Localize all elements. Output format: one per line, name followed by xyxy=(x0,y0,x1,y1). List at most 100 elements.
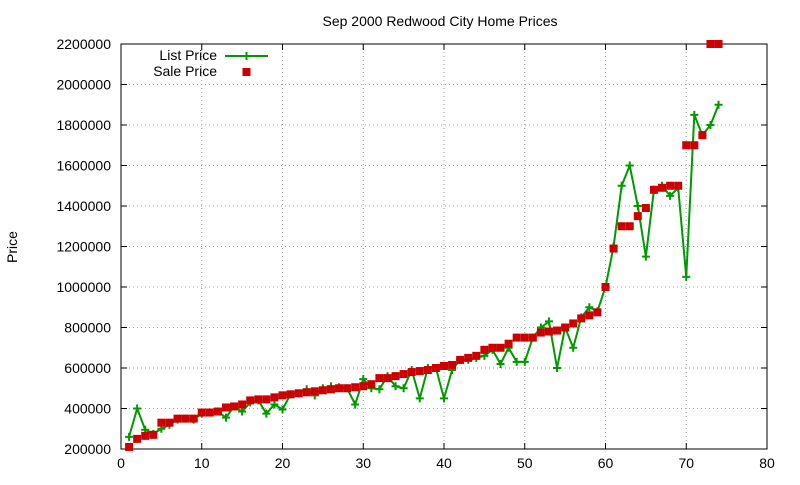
sale-price-point xyxy=(270,393,279,402)
sale-price-point xyxy=(359,382,368,391)
y-tick-label: 1400000 xyxy=(56,198,111,214)
sale-price-point xyxy=(278,391,287,400)
sale-price-point xyxy=(262,395,271,404)
x-tick-label: 30 xyxy=(355,455,371,471)
list-price-line xyxy=(128,104,720,438)
y-tick-label: 400000 xyxy=(64,401,111,417)
list-price-point xyxy=(617,181,626,190)
list-price-point xyxy=(690,110,699,119)
sale-price-point xyxy=(351,383,360,392)
sale-price-point xyxy=(383,374,392,383)
list-price-point xyxy=(440,394,448,403)
legend-label-sale-price: Sale Price xyxy=(153,63,217,79)
sale-price-point xyxy=(625,222,634,231)
sale-price-point xyxy=(649,185,658,194)
list-price-point xyxy=(415,394,424,403)
x-tick-label: 10 xyxy=(194,455,210,471)
sale-price-point xyxy=(213,407,222,416)
sale-price-point xyxy=(480,345,489,354)
sale-price-point xyxy=(609,244,618,253)
sale-price-point xyxy=(141,431,150,440)
sale-price-point xyxy=(561,323,570,332)
y-tick-label: 600000 xyxy=(64,360,111,376)
sale-price-point xyxy=(205,408,214,417)
list-price-point xyxy=(278,405,287,414)
list-price-point xyxy=(399,384,408,393)
sale-price-point xyxy=(391,372,400,381)
sale-price-point xyxy=(585,311,594,320)
sale-price-point xyxy=(181,414,190,423)
list-price-point xyxy=(359,375,368,384)
series-layer xyxy=(125,40,723,451)
sale-price-point xyxy=(318,386,327,395)
list-price-point xyxy=(641,252,650,261)
x-tick-label: 70 xyxy=(678,455,694,471)
list-price-point xyxy=(633,202,642,210)
list-price-point xyxy=(133,404,142,413)
sale-price-point xyxy=(674,181,683,190)
list-price-point xyxy=(553,364,562,372)
y-tick-label: 1800000 xyxy=(56,117,111,133)
sale-price-point xyxy=(399,370,408,379)
legend: List Price Sale Price xyxy=(153,47,268,79)
x-tick-label: 60 xyxy=(598,455,614,471)
list-price-point xyxy=(375,385,384,394)
sale-price-point xyxy=(294,389,303,398)
list-price-point xyxy=(666,191,675,200)
sale-price-point xyxy=(520,333,529,342)
list-price-point xyxy=(351,400,360,409)
sale-price-point xyxy=(221,403,230,412)
sale-price-point xyxy=(488,343,497,352)
sale-price-point xyxy=(698,131,707,140)
sale-price-point xyxy=(641,204,650,213)
sale-price-point xyxy=(335,384,344,393)
sale-price-point xyxy=(189,414,198,423)
sale-price-point xyxy=(528,333,537,342)
list-price-point xyxy=(625,161,634,170)
sale-price-point xyxy=(706,40,715,48)
list-price-point xyxy=(706,121,715,129)
sale-price-point xyxy=(310,387,319,396)
sale-price-point xyxy=(714,40,723,48)
list-price-point xyxy=(512,357,521,366)
x-tick-label: 20 xyxy=(275,455,291,471)
sale-price-point xyxy=(593,308,602,317)
legend-swatch-list-price-marker xyxy=(242,52,251,60)
sale-price-point xyxy=(658,183,667,192)
sale-price-point xyxy=(448,360,457,369)
sale-price-point xyxy=(375,374,384,383)
grid-layer xyxy=(121,44,767,449)
tick-layer: 0 10 20 30 40 50 60 70 80 200000 400000 600000 80000… xyxy=(56,36,775,471)
list-price-point xyxy=(496,359,505,368)
list-price-point xyxy=(221,413,230,422)
sale-price-point xyxy=(286,390,295,399)
list-price-point xyxy=(391,382,400,391)
sale-price-point xyxy=(577,314,586,323)
chart-title: Sep 2000 Redwood City Home Prices xyxy=(322,13,557,29)
y-tick-label: 200000 xyxy=(64,441,111,457)
list-price-point xyxy=(270,400,279,409)
sale-price-point xyxy=(230,402,239,411)
sale-price-point xyxy=(367,380,376,389)
y-tick-label: 1600000 xyxy=(56,158,111,174)
sale-price-point xyxy=(472,351,481,360)
sale-price-point xyxy=(149,430,158,439)
x-tick-label: 80 xyxy=(759,455,775,471)
y-tick-label: 2000000 xyxy=(56,77,111,93)
sale-price-point xyxy=(553,326,562,335)
y-tick-label: 800000 xyxy=(64,320,111,336)
sale-price-point xyxy=(326,385,335,394)
x-tick-label: 0 xyxy=(117,455,125,471)
sale-price-point xyxy=(246,396,255,405)
sale-price-point xyxy=(682,141,691,150)
sale-price-point xyxy=(238,400,247,409)
list-price-point xyxy=(714,100,723,109)
sale-price-point xyxy=(440,361,448,370)
sale-price-point xyxy=(197,408,206,417)
sale-price-point xyxy=(544,327,553,336)
sale-price-point xyxy=(633,212,642,221)
sale-price-point xyxy=(536,328,545,337)
sale-price-point xyxy=(133,434,142,443)
